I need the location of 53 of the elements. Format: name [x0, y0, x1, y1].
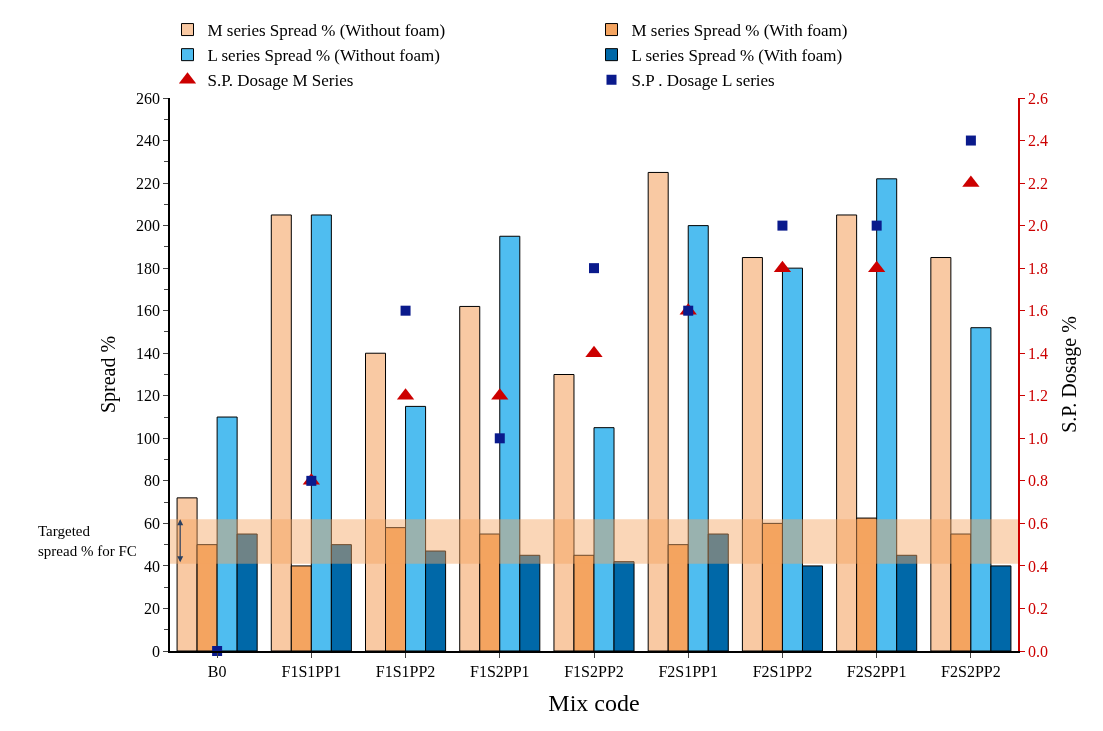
x-tick-label: F1S2PP2	[564, 662, 624, 680]
x-tick-label: F2S2PP2	[941, 662, 1001, 680]
legend-label: S.P . Dosage L series	[631, 71, 775, 91]
y2-tick-label: 1.4	[1027, 344, 1048, 362]
band-label: Targeted spread % for FC	[38, 523, 137, 559]
y2-tick-label: 1.6	[1027, 302, 1048, 320]
x-tick-label: F2S1PP2	[752, 662, 813, 680]
y2-tick-label: 2.0	[1027, 217, 1048, 235]
point	[965, 135, 976, 146]
x-tick-label: F2S2PP1	[846, 662, 907, 680]
x-axis-title: Mix code	[548, 689, 640, 716]
y-tick-label: 120	[136, 387, 161, 405]
y2-tick-label: 1.0	[1027, 429, 1048, 447]
y2-tick-label: 0.6	[1027, 514, 1048, 532]
x-tick-label: F2S1PP1	[658, 662, 719, 680]
y2-tick-label: 2.6	[1027, 89, 1048, 107]
y-tick-label: 40	[144, 557, 161, 575]
y-tick-label: 100	[136, 429, 161, 447]
y2-tick-label: 2.4	[1027, 132, 1048, 150]
y-tick-label: 180	[136, 259, 161, 277]
x-tick-label: F1S1PP2	[375, 662, 436, 680]
y-tick-label: 60	[144, 514, 161, 532]
y-tick-label: 220	[136, 174, 161, 192]
y-tick-label: 140	[136, 344, 161, 362]
legend-label: M series Spread % (Without foam)	[207, 21, 446, 41]
y2-tick-label: 0.2	[1027, 600, 1048, 618]
point	[589, 263, 599, 274]
legend-label: L series Spread % (With foam)	[631, 46, 843, 66]
point	[777, 220, 788, 231]
y2-tick-label: 1.2	[1027, 387, 1048, 405]
y-tick-label: 0	[152, 642, 161, 660]
x-tick-label: B0	[207, 662, 227, 680]
y-tick-label: 20	[144, 600, 161, 618]
y2-tick-label: 0.4	[1027, 557, 1048, 575]
y-tick-label: 200	[136, 217, 161, 235]
y2-tick-label: 1.8	[1027, 259, 1048, 277]
y-axis-title: Spread %	[97, 335, 121, 414]
y2-tick-label: 2.2	[1027, 174, 1048, 192]
y-tick-label: 160	[136, 302, 161, 320]
legend-label: L series Spread % (Without foam)	[207, 46, 440, 66]
y-tick-label: 80	[144, 472, 161, 490]
legend-label: M series Spread % (With foam)	[631, 21, 848, 41]
y-tick-label: 240	[136, 132, 161, 150]
point	[494, 433, 505, 444]
point	[871, 220, 882, 231]
point	[400, 305, 411, 316]
legend-label: S.P. Dosage M Series	[207, 71, 354, 91]
y2-tick-label: 0.8	[1027, 472, 1048, 490]
y2-tick-label: 0.0	[1027, 642, 1048, 660]
y2-axis-title: S.P. Dosage %	[1057, 316, 1081, 433]
y-tick-label: 260	[136, 89, 161, 107]
x-tick-label: F1S2PP1	[469, 662, 530, 680]
x-tick-label: F1S1PP1	[281, 662, 342, 680]
